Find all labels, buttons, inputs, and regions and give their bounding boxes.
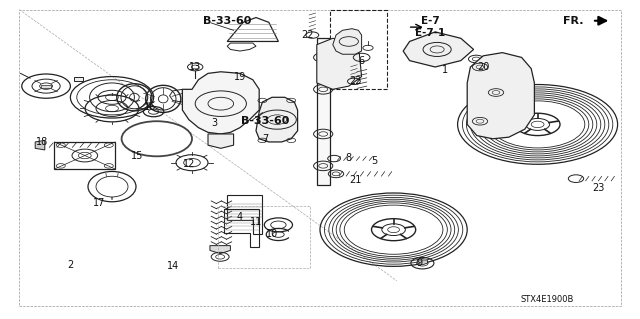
Text: 22: 22 bbox=[349, 76, 362, 86]
Polygon shape bbox=[74, 77, 83, 81]
Text: B-33-60: B-33-60 bbox=[241, 116, 290, 126]
Text: 4: 4 bbox=[237, 212, 243, 222]
Polygon shape bbox=[317, 38, 330, 185]
Text: 18: 18 bbox=[35, 137, 48, 147]
Text: 12: 12 bbox=[182, 159, 195, 169]
Bar bbox=[330, 10, 387, 89]
Text: 8: 8 bbox=[346, 153, 352, 163]
Text: 14: 14 bbox=[166, 261, 179, 271]
Bar bbox=[54, 142, 115, 169]
Text: 21: 21 bbox=[349, 175, 362, 185]
Polygon shape bbox=[333, 29, 362, 54]
Polygon shape bbox=[403, 32, 474, 67]
Text: 9: 9 bbox=[416, 258, 422, 268]
Text: 11: 11 bbox=[250, 217, 262, 227]
Text: 16: 16 bbox=[144, 102, 157, 112]
Polygon shape bbox=[35, 140, 45, 150]
Polygon shape bbox=[210, 246, 230, 254]
Text: 19: 19 bbox=[234, 71, 246, 82]
Text: 2: 2 bbox=[67, 260, 74, 270]
Text: E-7: E-7 bbox=[420, 16, 440, 26]
Text: 1: 1 bbox=[442, 65, 448, 75]
Text: 7: 7 bbox=[262, 134, 269, 144]
Polygon shape bbox=[256, 97, 298, 142]
Text: 20: 20 bbox=[477, 62, 490, 72]
Text: 15: 15 bbox=[131, 151, 144, 161]
Text: B-33-60: B-33-60 bbox=[203, 16, 252, 26]
Text: 23: 23 bbox=[592, 183, 605, 193]
Text: STX4E1900B: STX4E1900B bbox=[520, 295, 574, 304]
Polygon shape bbox=[208, 134, 234, 148]
Text: 3: 3 bbox=[211, 118, 218, 128]
Polygon shape bbox=[317, 38, 362, 89]
Bar bbox=[41, 85, 51, 88]
Polygon shape bbox=[417, 260, 428, 265]
Text: E-7-1: E-7-1 bbox=[415, 28, 445, 39]
Text: 10: 10 bbox=[266, 229, 278, 240]
Polygon shape bbox=[467, 53, 534, 139]
Text: 22: 22 bbox=[301, 30, 314, 40]
Text: FR.: FR. bbox=[563, 16, 583, 26]
Text: 6: 6 bbox=[358, 56, 365, 66]
Polygon shape bbox=[182, 72, 259, 134]
Bar bbox=[218, 206, 310, 268]
Text: 17: 17 bbox=[93, 197, 106, 208]
Ellipse shape bbox=[96, 176, 128, 197]
Text: 13: 13 bbox=[189, 62, 202, 72]
Text: 5: 5 bbox=[371, 156, 378, 166]
